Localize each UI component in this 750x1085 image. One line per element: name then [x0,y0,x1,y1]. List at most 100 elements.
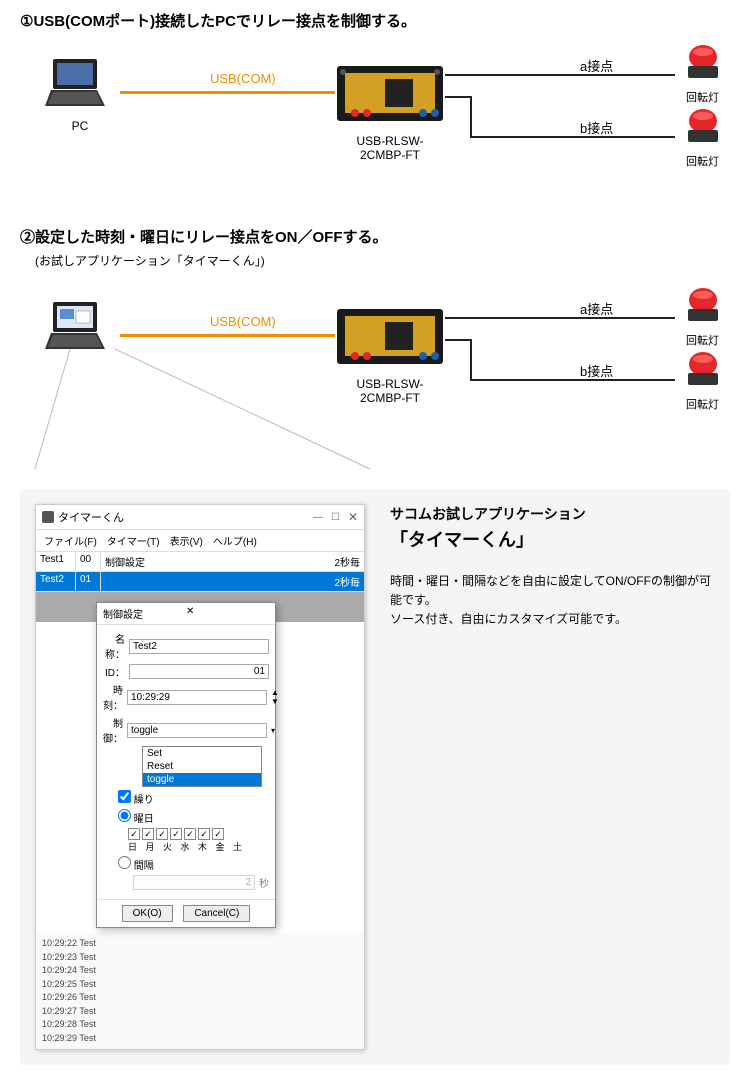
b-contact-label: b接点 [580,118,613,137]
time-field[interactable] [127,690,267,705]
lamp-a-2: 回転灯 [680,287,725,348]
weekday-label: 曜日 [134,814,154,825]
lamp-b-label: 回転灯 [680,153,725,169]
day-cb[interactable] [212,828,224,840]
usb-cable [120,91,335,94]
app-icon [42,511,54,523]
day-cb[interactable] [170,828,182,840]
b-contact-stub [445,96,472,98]
day-cb[interactable] [142,828,154,840]
row-note: 2秒毎 [314,552,364,571]
a-contact-label-2: a接点 [580,299,613,318]
name-field[interactable] [129,639,269,654]
desc-line2: 「タイマーくん」 [390,526,715,552]
day-checkboxes [128,828,269,840]
maximize-icon[interactable]: ☐ [331,512,340,523]
a-contact-line-2 [445,317,675,319]
row-name: Test2 [36,572,76,591]
section2-title: ②設定した時刻・曜日にリレー接点をON／OFFする。 [20,226,730,247]
b-contact-v [470,96,472,136]
day-cb[interactable] [128,828,140,840]
repeat-label: 繰り [134,795,154,806]
settings-dialog: 制御設定 ✕ 名称： ID： 時刻： ▲▼ 制御： [96,602,276,928]
relay-device: USB-RLSW-2CMBP-FT [335,61,445,162]
minimize-icon[interactable]: — [313,512,323,523]
b-contact-stub-2 [445,339,472,341]
row-id: 01 [76,572,101,591]
day-cb[interactable] [156,828,168,840]
day-cb[interactable] [198,828,210,840]
chevron-down-icon[interactable]: ▾ [271,726,275,735]
lamp-b-2: 回転灯 [680,351,725,412]
dropdown-option[interactable]: toggle [143,773,261,786]
time-spinner-icon[interactable]: ▲▼ [271,688,279,706]
weekday-radio[interactable] [118,809,131,822]
ctrl-dropdown: Set Reset toggle [142,746,262,787]
row-id: 00 [76,552,101,571]
b-contact-v-2 [470,339,472,379]
desc-para2: ソース付き、自由にカスタマイズ可能です。 [390,610,715,629]
section2-subtitle: (お試しアプリケーション「タイマーくん」) [20,252,730,269]
usb-label-2: USB(COM) [210,314,276,329]
id-field[interactable] [129,664,269,679]
row-name: Test1 [36,552,76,571]
table-row[interactable]: Test1 00 制御設定 2秒毎 [36,552,364,572]
close-icon[interactable]: ✕ [348,510,358,524]
desc-para1: 時間・曜日・間隔などを自由に設定してON/OFFの制御が可能です。 [390,572,715,610]
table-row[interactable]: Test2 01 2秒毎 [36,572,364,592]
b-contact-line-2 [470,379,675,381]
dropdown-option[interactable]: Reset [143,760,261,773]
interval-field[interactable] [133,875,255,890]
dialog-titlebar: 制御設定 ✕ [97,603,275,625]
pc-icon: PC [40,56,120,133]
lamp-a: 回転灯 [680,44,725,105]
menu-file[interactable]: ファイル(F) [44,533,97,548]
window-title: タイマーくん [58,509,313,525]
lamp-a-label: 回転灯 [680,89,725,105]
desc-line1: サコムお試しアプリケーション [390,504,715,524]
b-contact-label-2: b接点 [580,361,613,380]
app-detail-area: タイマーくん — ☐ ✕ ファイル(F) タイマー(T) 表示(V) ヘルプ(H… [20,489,730,1065]
log-line: 10:29:23 Test [42,951,358,965]
cancel-button[interactable]: Cancel(C) [183,905,250,922]
titlebar: タイマーくん — ☐ ✕ [36,505,364,530]
row-extra: 制御設定 [101,552,314,571]
log-line: 10:29:28 Test [42,1018,358,1032]
dialog-close-icon[interactable]: ✕ [186,606,269,621]
name-label: 名称： [103,631,125,661]
a-contact-label: a接点 [580,56,613,75]
dialog-title: 制御設定 [103,606,186,621]
interval-radio[interactable] [118,856,131,869]
ctrl-field[interactable] [127,723,267,738]
relay-label-2: USB-RLSW-2CMBP-FT [335,377,445,405]
lamp-b: 回転灯 [680,108,725,169]
dropdown-option[interactable]: Set [143,747,261,760]
menubar: ファイル(F) タイマー(T) 表示(V) ヘルプ(H) [36,530,364,552]
day-cb[interactable] [184,828,196,840]
relay-label: USB-RLSW-2CMBP-FT [335,134,445,162]
ctrl-label: 制御： [103,715,123,745]
diagram-2: USB(COM) USB-RLSW-2CMBP-FT a接点 回転灯 [20,279,730,469]
menu-view[interactable]: 表示(V) [170,533,203,548]
interval-unit: 秒 [259,875,269,890]
id-label: ID： [103,664,125,679]
diagram-1: PC USB(COM) USB-RLSW-2CMBP-FT a接点 [20,36,730,206]
time-label: 時刻： [103,682,123,712]
app-description: サコムお試しアプリケーション 「タイマーくん」 時間・曜日・間隔などを自由に設定… [390,504,715,1050]
menu-help[interactable]: ヘルプ(H) [213,533,257,548]
menu-timer[interactable]: タイマー(T) [107,533,160,548]
log-line: 10:29:29 Test [42,1032,358,1046]
lamp-b-label-2: 回転灯 [680,396,725,412]
log-line: 10:29:26 Test [42,991,358,1005]
usb-label: USB(COM) [210,71,276,86]
row-extra [101,572,314,591]
ok-button[interactable]: OK(O) [122,905,173,922]
interval-label: 間隔 [134,861,154,872]
log-line: 10:29:25 Test [42,978,358,992]
b-contact-line [470,136,675,138]
repeat-checkbox[interactable] [118,790,131,803]
section-1: ①USB(COMポート)接続したPCでリレー接点を制御する。 PC USB(CO… [0,0,750,216]
a-contact-line [445,74,675,76]
log-area: 10:29:22 Test 10:29:23 Test 10:29:24 Tes… [36,933,364,1049]
log-line: 10:29:24 Test [42,964,358,978]
